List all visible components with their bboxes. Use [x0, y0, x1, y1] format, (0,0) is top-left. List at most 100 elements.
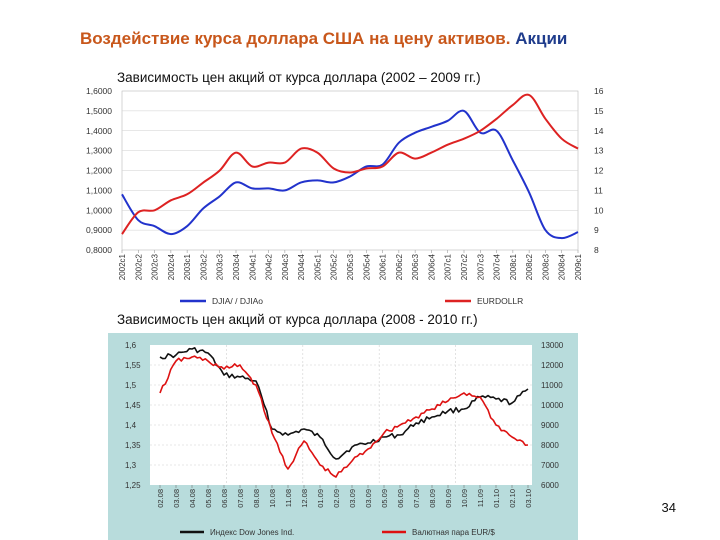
- chart2-left-tick-label: 1,45: [125, 401, 141, 410]
- chart2-x-tick-label: 05.09: [380, 489, 389, 508]
- chart2-x-tick-label: 08.09: [428, 489, 437, 508]
- chart1-left-tick-label: 1,3000: [86, 146, 112, 156]
- chart1-x-tick-label: 2004c3: [281, 253, 290, 280]
- chart1-x-tick-label: 2008c2: [525, 253, 534, 280]
- chart1-left-tick-label: 1,0000: [86, 205, 112, 215]
- chart1-left-tick-label: 0,8000: [86, 245, 112, 255]
- chart2-left-tick-label: 1,5: [125, 381, 137, 390]
- chart2-left-tick-label: 1,4: [125, 421, 137, 430]
- chart1-series-line-0: [121, 109, 579, 240]
- chart1-left-tick-label: 1,6000: [86, 86, 112, 96]
- chart1-left-tick-label: 1,5000: [86, 106, 112, 116]
- chart2-right-tick-label: 11000: [541, 381, 563, 390]
- chart2-series-line-1: [159, 355, 529, 478]
- chart1-legend-label: DJIA/ / DJIAo: [212, 296, 263, 306]
- chart1-x-tick-label: 2002c1: [118, 253, 127, 280]
- chart1-legend-label: EURDOLLR: [477, 296, 523, 306]
- chart2-left-tick-label: 1,6: [125, 341, 137, 350]
- chart2-x-tick-label: 09.09: [444, 489, 453, 508]
- chart2-right-tick-label: 8000: [541, 441, 559, 450]
- chart2-x-tick-label: 03.10: [524, 489, 533, 508]
- chart2-left-tick-label: 1,35: [125, 441, 141, 450]
- chart2-x-tick-label: 03.09: [364, 489, 373, 508]
- chart1-x-tick-label: 2006c2: [395, 253, 404, 280]
- chart1-x-tick-label: 2002c2: [134, 253, 143, 280]
- chart1-x-tick-label: 2008c3: [541, 253, 550, 280]
- chart2-left-tick-label: 1,3: [125, 461, 137, 470]
- chart1-x-tick-label: 2005c2: [330, 253, 339, 280]
- chart1-x-tick-label: 2005c3: [346, 253, 355, 280]
- chart2-x-tick-label: 11.09: [476, 489, 485, 507]
- chart1-x-tick-label: 2008c1: [509, 253, 518, 280]
- chart1-right-tick-label: 11: [594, 185, 603, 195]
- chart2-x-tick-label: 01.10: [492, 489, 501, 508]
- chart1-left-tick-label: 1,1000: [86, 185, 112, 195]
- chart1-x-tick-label: 2009c1: [574, 253, 583, 280]
- chart1-x-tick-label: 2002c4: [167, 253, 176, 280]
- chart2-x-tick-label: 01.09: [316, 489, 325, 508]
- chart2-x-tick-label: 04.08: [188, 489, 197, 508]
- chart2-legend-label: Валютная пара EUR/$: [412, 528, 495, 537]
- chart1-right-tick-label: 13: [594, 146, 604, 156]
- chart1-left-tick-label: 1,4000: [86, 126, 112, 136]
- chart2-x-tick-label: 02.10: [508, 489, 517, 508]
- chart2-right-tick-label: 12000: [541, 361, 564, 370]
- chart2-x-tick-label: 07.08: [236, 489, 245, 508]
- page-number: 34: [661, 500, 676, 515]
- chart1-x-tick-label: 2006c4: [427, 253, 436, 280]
- chart1-series-line-1: [121, 93, 579, 235]
- chart1-right-tick-label: 16: [594, 86, 604, 96]
- chart1-right-tick-label: 9: [594, 225, 599, 235]
- chart1-title: Зависимость цен акций от курса доллара (…: [117, 70, 481, 85]
- chart2-x-tick-label: 11.08: [284, 489, 293, 507]
- chart2-right-tick-label: 10000: [541, 401, 564, 410]
- chart1-x-tick-label: 2003c2: [199, 253, 208, 280]
- chart2-x-tick-label: 10.09: [460, 489, 469, 508]
- chart1-right-tick-label: 15: [594, 106, 604, 116]
- slide-title-accent: Акции: [515, 29, 568, 48]
- chart2-left-tick-label: 1,25: [125, 481, 141, 490]
- chart2-plot-area: [150, 345, 532, 485]
- chart1-x-tick-label: 2006c3: [411, 253, 420, 280]
- chart1-x-tick-label: 2008c4: [558, 253, 567, 280]
- chart2-x-tick-label: 07.09: [412, 489, 421, 508]
- chart1-x-tick-label: 2007c3: [476, 253, 485, 280]
- chart2-legend-label: Индекс Dow Jones Ind.: [210, 528, 294, 537]
- chart2-x-tick-label: 10.08: [268, 489, 277, 508]
- chart2-left-tick-label: 1,55: [125, 361, 141, 370]
- chart2-x-tick-label: 05.08: [204, 489, 213, 508]
- chart1-x-tick-label: 2007c1: [444, 253, 453, 280]
- chart1-x-tick-label: 2005c1: [313, 253, 322, 280]
- chart2-series-line-0: [159, 347, 529, 460]
- chart2-x-tick-label: 03.08: [172, 489, 181, 508]
- chart1-x-tick-label: 2003c4: [232, 253, 241, 280]
- chart1-right-tick-label: 12: [594, 166, 604, 176]
- chart1-x-tick-label: 2005c4: [362, 253, 371, 280]
- chart2-x-tick-label: 02.09: [332, 489, 341, 508]
- chart1-x-tick-label: 2007c2: [460, 253, 469, 280]
- chart1-x-tick-label: 2006c1: [379, 253, 388, 280]
- chart2-right-tick-label: 6000: [541, 481, 559, 490]
- chart2-right-tick-label: 9000: [541, 421, 559, 430]
- chart2-x-tick-label: 06.09: [396, 489, 405, 508]
- chart1-left-tick-label: 0,9000: [86, 225, 112, 235]
- chart1-x-tick-label: 2007c4: [493, 253, 502, 280]
- chart2-right-tick-label: 7000: [541, 461, 559, 470]
- chart1-right-tick-label: 14: [594, 126, 604, 136]
- chart2-x-tick-label: 08.08: [252, 489, 261, 508]
- chart1-x-tick-label: 2004c2: [265, 253, 274, 280]
- chart2-x-tick-label: 06.08: [220, 489, 229, 508]
- slide-title-main: Воздействие курса доллара США на цену ак…: [80, 29, 511, 48]
- chart1-left-tick-label: 1,2000: [86, 166, 112, 176]
- chart2-right-tick-label: 13000: [541, 341, 564, 350]
- chart1-x-tick-label: 2002c3: [151, 253, 160, 280]
- chart1-x-tick-label: 2003c3: [216, 253, 225, 280]
- chart1-right-tick-label: 8: [594, 245, 599, 255]
- chart2-title: Зависимость цен акций от курса доллара (…: [117, 312, 478, 327]
- chart1-x-tick-label: 2004c1: [248, 253, 257, 280]
- chart1-x-tick-label: 2003c1: [183, 253, 192, 280]
- chart2-x-tick-label: 12.08: [300, 489, 309, 508]
- chart2-x-tick-label: 03.09: [348, 489, 357, 508]
- chart2-x-tick-label: 02.08: [156, 489, 165, 508]
